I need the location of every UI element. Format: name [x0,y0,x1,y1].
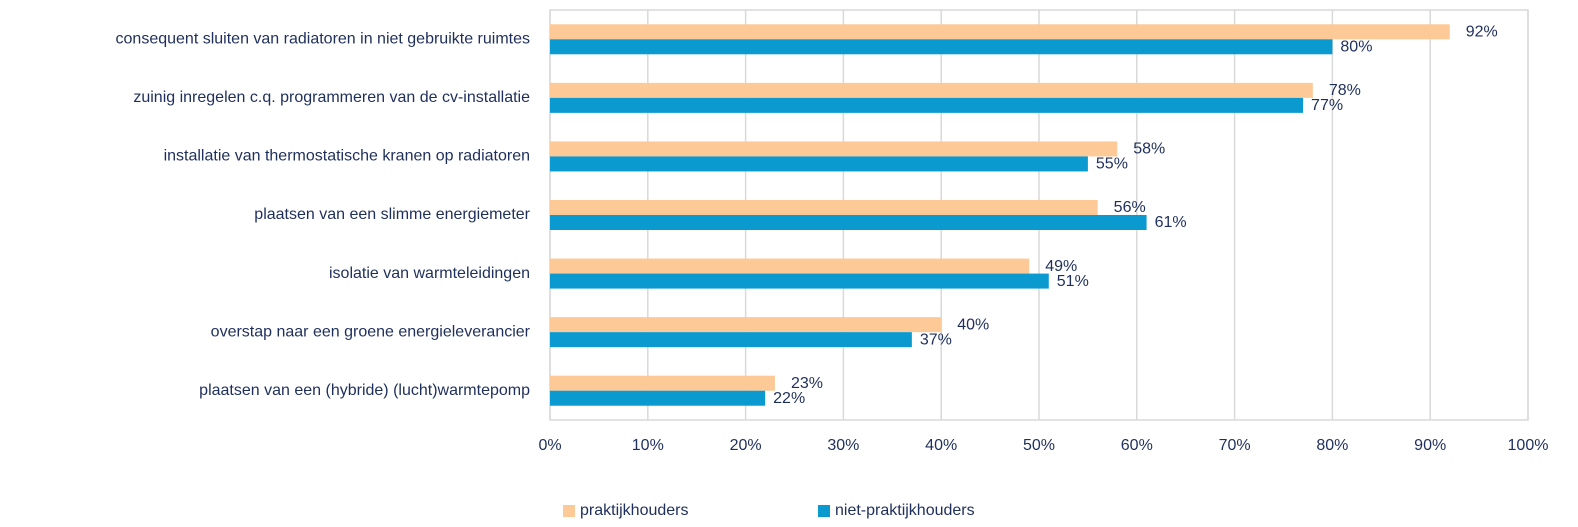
value-label: 37% [920,331,952,348]
x-tick-label: 60% [1121,437,1153,454]
bar [550,24,1450,40]
bar [550,390,766,406]
bar [550,273,1049,289]
legend-label: praktijkhouders [580,502,689,519]
bar [550,258,1030,274]
x-tick-label: 80% [1316,437,1348,454]
value-label: 56% [1114,199,1146,216]
category-label: consequent sluiten van radiatoren in nie… [116,31,530,48]
x-tick-label: 90% [1414,437,1446,454]
bar [550,375,775,391]
bar [550,82,1313,98]
bar [550,156,1088,172]
x-tick-label: 30% [827,437,859,454]
x-tick-label: 0% [538,437,561,454]
bar [550,97,1304,113]
x-tick-label: 10% [632,437,664,454]
x-tick-label: 20% [730,437,762,454]
x-tick-label: 70% [1219,437,1251,454]
category-label: overstap naar een groene energieleveranc… [211,323,531,340]
bar [550,332,912,348]
category-label: isolatie van warmteleidingen [329,265,530,282]
category-label: plaatsen van een slimme energiemeter [254,206,530,223]
bar [550,39,1333,55]
x-tick-label: 100% [1508,437,1549,454]
x-tick-label: 40% [925,437,957,454]
value-label: 58% [1133,141,1165,158]
legend-swatch [563,505,575,517]
bar [550,317,942,333]
value-label: 55% [1096,156,1128,173]
value-label: 80% [1340,39,1372,56]
category-label: zuinig inregelen c.q. programmeren van d… [133,89,530,106]
value-label: 49% [1045,258,1077,275]
value-label: 40% [957,316,989,333]
value-label: 78% [1329,82,1361,99]
bar [550,200,1098,215]
value-label: 22% [773,390,805,407]
legend-label: niet-praktijkhouders [835,502,975,519]
bar [550,141,1118,157]
bar [550,215,1147,230]
value-label: 77% [1311,97,1343,114]
value-label: 23% [791,375,823,392]
value-label: 61% [1155,214,1187,231]
value-label: 92% [1466,24,1498,41]
category-label: plaatsen van een (hybride) (lucht)warmte… [199,382,530,399]
legend-swatch [818,505,830,517]
x-tick-label: 50% [1023,437,1055,454]
value-label: 51% [1057,273,1089,290]
category-label: installatie van thermostatische kranen o… [164,148,530,165]
